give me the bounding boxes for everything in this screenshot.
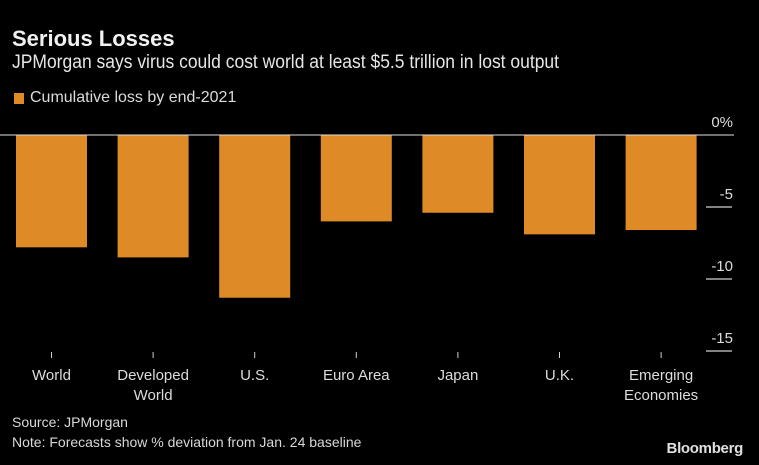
y-tick-label: -15 (711, 330, 733, 347)
category-label: U.K. (545, 367, 574, 384)
bar (219, 135, 291, 298)
category-label: Economies (624, 387, 698, 404)
y-tick-label: -10 (711, 258, 733, 275)
bloomberg-logo: Bloomberg (666, 440, 744, 457)
category-label: Emerging (629, 367, 693, 384)
bar (16, 135, 87, 248)
category-label: World (32, 367, 71, 384)
category-label: World (134, 387, 173, 404)
y-tick-label: -5 (720, 186, 733, 203)
category-label: Japan (437, 367, 478, 384)
footnote: Note: Forecasts show % deviation from Ja… (12, 434, 362, 450)
legend: Cumulative loss by end-2021 (14, 89, 236, 107)
legend-label: Cumulative loss by end-2021 (30, 89, 237, 106)
category-label: U.S. (240, 367, 269, 384)
bar (422, 135, 494, 213)
bar (524, 135, 595, 235)
y-tick-label: 0% (711, 114, 733, 131)
source-note: Source: JPMorgan (12, 414, 128, 430)
category-label: Developed (117, 367, 189, 384)
legend-swatch (14, 92, 24, 104)
category-label: Euro Area (323, 367, 390, 384)
bar (320, 135, 392, 222)
chart-title: Serious Losses (12, 26, 175, 51)
bar (117, 135, 189, 258)
chart-subtitle: JPMorgan says virus could cost world at … (12, 52, 559, 73)
bar (625, 135, 697, 231)
